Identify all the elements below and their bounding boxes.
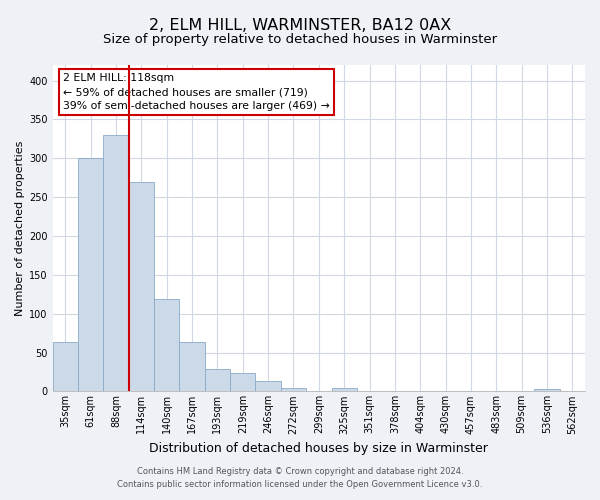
Bar <box>103 135 129 392</box>
Bar <box>332 388 357 392</box>
Text: 2, ELM HILL, WARMINSTER, BA12 0AX: 2, ELM HILL, WARMINSTER, BA12 0AX <box>149 18 451 32</box>
Bar <box>230 372 256 392</box>
Text: Size of property relative to detached houses in Warminster: Size of property relative to detached ho… <box>103 32 497 46</box>
Bar <box>154 299 179 392</box>
Text: Contains HM Land Registry data © Crown copyright and database right 2024.
Contai: Contains HM Land Registry data © Crown c… <box>118 468 482 489</box>
X-axis label: Distribution of detached houses by size in Warminster: Distribution of detached houses by size … <box>149 442 488 455</box>
Y-axis label: Number of detached properties: Number of detached properties <box>15 140 25 316</box>
Bar <box>205 369 230 392</box>
Text: 2 ELM HILL: 118sqm
← 59% of detached houses are smaller (719)
39% of semi-detach: 2 ELM HILL: 118sqm ← 59% of detached hou… <box>63 73 330 111</box>
Bar <box>281 388 306 392</box>
Bar <box>53 342 78 392</box>
Bar <box>129 182 154 392</box>
Bar <box>78 158 103 392</box>
Bar <box>179 342 205 392</box>
Bar <box>535 389 560 392</box>
Bar <box>256 382 281 392</box>
